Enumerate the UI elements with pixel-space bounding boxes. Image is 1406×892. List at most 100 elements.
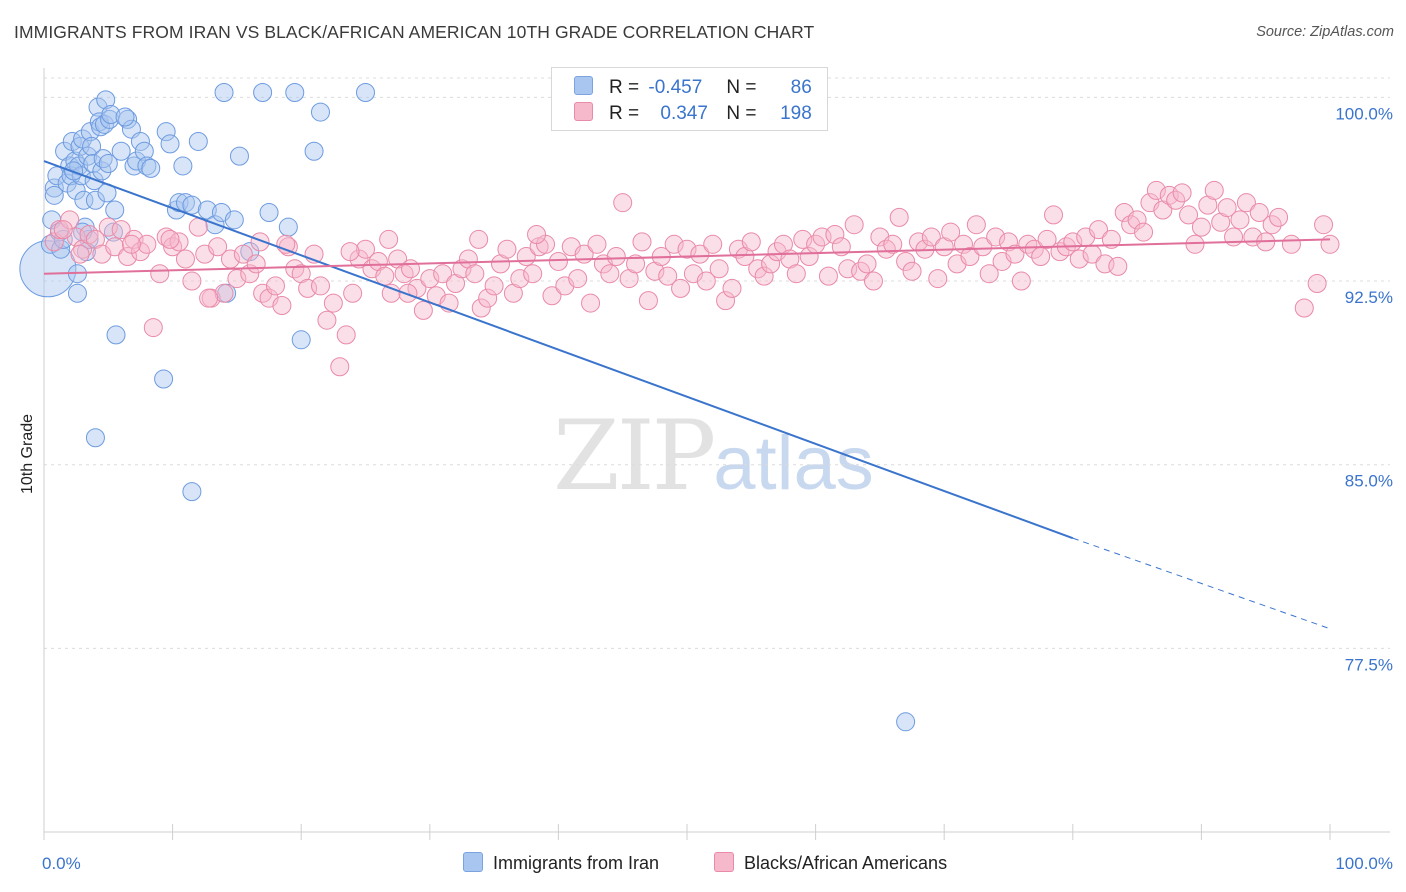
data-point xyxy=(690,244,710,264)
data-point xyxy=(1134,222,1154,242)
data-point xyxy=(986,227,1006,247)
data-point xyxy=(175,249,195,269)
data-point xyxy=(452,259,472,279)
data-point xyxy=(1320,234,1340,254)
data-point xyxy=(1037,229,1057,249)
data-point xyxy=(671,278,691,298)
data-point xyxy=(1249,202,1269,222)
data-point xyxy=(1005,244,1025,264)
data-point xyxy=(259,202,279,222)
data-point xyxy=(896,712,916,732)
data-point xyxy=(118,109,138,129)
data-point xyxy=(1044,205,1064,225)
trend-lines xyxy=(43,160,1331,630)
data-point xyxy=(92,161,112,181)
legend-n-label: N = xyxy=(726,77,757,98)
data-point xyxy=(160,229,180,249)
data-point xyxy=(941,222,961,242)
data-point xyxy=(246,254,266,274)
data-point xyxy=(1230,210,1250,230)
data-point xyxy=(85,428,105,448)
data-point xyxy=(98,154,118,173)
data-point xyxy=(233,244,253,264)
data-point xyxy=(600,264,620,284)
data-point xyxy=(340,242,360,262)
data-point xyxy=(677,239,697,259)
data-point xyxy=(626,254,646,274)
data-point xyxy=(979,264,999,284)
data-point xyxy=(1224,227,1244,247)
data-point xyxy=(1166,190,1186,210)
bottom-legend-iran: Immigrants from Iran xyxy=(463,852,659,874)
data-point xyxy=(343,283,363,303)
x-tick-label: 0.0% xyxy=(42,854,81,873)
data-point xyxy=(831,237,851,257)
data-point xyxy=(55,141,75,161)
data-point xyxy=(156,122,176,142)
data-point xyxy=(134,141,154,161)
data-point xyxy=(79,225,99,245)
data-point xyxy=(398,283,418,303)
data-point xyxy=(67,283,87,303)
data-point xyxy=(1262,215,1282,235)
data-point xyxy=(883,234,903,254)
data-point xyxy=(44,185,64,205)
data-point xyxy=(250,232,270,252)
data-point xyxy=(111,141,131,161)
data-point xyxy=(379,229,399,249)
data-point xyxy=(1101,229,1121,249)
data-point xyxy=(722,278,742,298)
data-point xyxy=(889,207,909,227)
data-point xyxy=(356,82,375,102)
legend-r-value: -0.457 xyxy=(648,77,703,98)
data-point xyxy=(291,330,311,350)
data-points xyxy=(19,82,1340,732)
trend-line-iran xyxy=(43,160,1074,540)
legend-n-value: 198 xyxy=(780,103,812,124)
axes xyxy=(43,68,1390,840)
data-point xyxy=(413,300,433,320)
data-point xyxy=(433,264,453,284)
y-tick-label: 100.0% xyxy=(1335,104,1393,123)
x-tick-label: 100.0% xyxy=(1335,854,1393,873)
data-point xyxy=(844,215,864,235)
data-point xyxy=(1172,183,1192,203)
trend-line-iran-extension xyxy=(1072,537,1331,630)
tick-labels: 77.5% 85.0% 92.5% 100.0% 0.0% 100.0% xyxy=(42,104,1393,873)
data-point xyxy=(478,288,498,308)
legend-n-label: N = xyxy=(726,103,757,124)
data-point xyxy=(19,240,77,298)
data-point xyxy=(121,234,141,254)
data-point xyxy=(469,229,489,249)
data-point xyxy=(150,264,170,284)
data-point xyxy=(53,220,73,240)
legend-row-iran: R = -0.457 N = 86 xyxy=(574,76,812,100)
data-point xyxy=(124,229,144,249)
legend-swatch-black xyxy=(574,102,593,121)
data-point xyxy=(754,266,774,286)
data-point xyxy=(229,146,249,166)
data-point xyxy=(105,237,125,257)
data-point xyxy=(61,166,81,186)
data-point xyxy=(548,251,568,271)
data-point xyxy=(310,102,330,122)
data-point xyxy=(1217,198,1237,218)
data-point xyxy=(510,269,530,289)
data-point xyxy=(265,276,285,296)
source-note: Source: ZipAtlas.com xyxy=(1256,24,1394,40)
data-point xyxy=(272,296,292,316)
data-point xyxy=(863,271,883,291)
data-point xyxy=(1294,298,1314,318)
data-point xyxy=(966,215,986,235)
data-point xyxy=(285,82,305,102)
data-point xyxy=(130,131,150,151)
data-point xyxy=(74,190,94,210)
legend-r-label: R = xyxy=(609,77,640,98)
data-point xyxy=(60,210,80,230)
data-point xyxy=(1024,239,1044,259)
data-point xyxy=(632,232,652,252)
data-point xyxy=(581,293,601,313)
data-point xyxy=(111,220,131,240)
data-point xyxy=(115,107,135,127)
data-point xyxy=(921,227,941,247)
